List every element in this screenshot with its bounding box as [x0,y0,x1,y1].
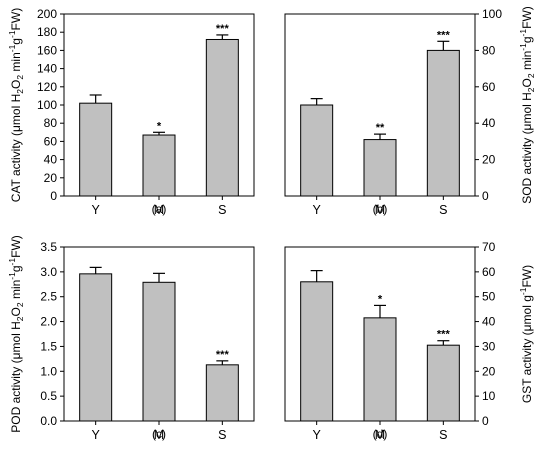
x-tick-label: S [218,428,226,442]
y-tick-label: 70 [482,240,496,254]
significance-label: ** [376,122,385,134]
significance-label: * [157,120,162,132]
x-tick-label: Y [312,203,321,217]
y-tick-label: 120 [37,80,57,94]
y-tick-label: 1.5 [40,339,57,353]
x-tick-label: M [154,203,164,217]
y-axis-label: GST activity (μmol g-1FW) [518,265,534,403]
y-tick-label: 40 [482,315,496,329]
significance-label: * [378,293,383,305]
panel-label: (a) [152,202,167,216]
y-tick-label: 80 [44,116,58,130]
y-tick-label: 140 [37,62,57,76]
y-tick-label: 60 [482,265,496,279]
y-tick-label: 2.5 [40,290,57,304]
y-tick-label: 160 [37,43,57,57]
x-tick-label: S [439,428,447,442]
y-tick-label: 20 [44,171,58,185]
x-tick-label: Y [91,203,100,217]
x-tick-label: Y [91,428,100,442]
x-tick-label: M [154,428,164,442]
y-tick-label: 2.0 [40,315,57,329]
significance-label: *** [216,23,230,35]
significance-label: *** [216,349,230,361]
y-tick-label: 60 [482,80,496,94]
x-tick-label: S [218,203,226,217]
bar-m [142,281,176,422]
y-tick-label: 30 [482,339,496,353]
bar-y [79,102,113,197]
bar-m [363,317,397,422]
y-tick-label: 80 [482,43,496,57]
panel-label: (c) [152,427,166,441]
y-tick-label: 0.5 [40,389,57,403]
y-tick-label: 20 [482,153,496,167]
y-tick-label: 100 [37,98,57,112]
y-axis-label: POD activity (μmol H2O2 min-1g-1FW) [7,235,25,433]
y-tick-label: 3.5 [40,240,57,254]
bar-y [79,273,113,422]
y-tick-label: 200 [37,7,57,21]
y-tick-label: 20 [482,364,496,378]
y-tick-label: 10 [482,389,496,403]
y-tick-label: 1.0 [40,364,57,378]
bar-s [426,49,460,197]
bar-s [426,344,460,422]
x-tick-label: Y [312,428,321,442]
bar-m [363,139,397,197]
y-tick-label: 40 [482,116,496,130]
y-tick-label: 0 [50,189,57,203]
x-tick-label: S [439,203,447,217]
y-tick-label: 3.0 [40,265,57,279]
bar-s [205,364,239,422]
y-tick-label: 0 [482,414,489,428]
y-axis-label: CAT activity (μmol H2O2 min-1g-1FW) [7,8,25,202]
panel-c: 0.0 0.5 1.0 1.5 2.0 2.5 3.0 3.5 Y M S *** (c) POD act… [7,235,255,442]
panel-d: 0 10 20 30 40 50 60 70 Y M * S *** (d) GST activity (μ… [284,240,534,442]
y-tick-label: 40 [44,153,58,167]
y-tick-label: 50 [482,290,496,304]
y-tick-label: 100 [482,7,502,21]
bar-y [300,104,334,197]
bar-s [205,38,239,197]
y-tick-label: 60 [44,134,58,148]
y-tick-label: 0.0 [40,414,57,428]
significance-label: *** [437,29,451,41]
y-tick-label: 180 [37,25,57,39]
panel-a: 0 20 40 60 80 100 120 140 160 180 200 Y M * S *** (a) CAT… [7,7,255,217]
significance-label: *** [437,329,451,341]
bar-m [142,134,176,197]
bar-y [300,281,334,422]
x-tick-label: M [375,203,385,217]
y-tick-label: 0 [482,189,489,203]
panel-label: (d) [373,427,388,441]
panel-label: (b) [373,202,388,216]
x-tick-label: M [375,428,385,442]
panel-b: 0 20 40 60 80 100 Y M ** S *** (b) SOD activity (μmo… [284,6,536,217]
y-axis-label: SOD activity (μmol H2O2 min-1g-1FW) [518,6,536,204]
